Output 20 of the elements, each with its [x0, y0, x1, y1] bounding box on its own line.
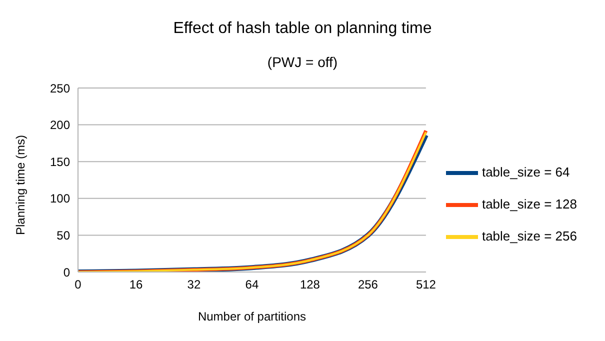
y-tick-label: 250: [50, 81, 70, 96]
x-tick-label: 256: [358, 278, 378, 292]
y-axis-title: Planning time (ms): [13, 134, 28, 235]
y-tick-label: 150: [50, 154, 70, 169]
x-tick-label: 0: [74, 278, 82, 292]
legend-label: table_size = 64: [482, 164, 570, 180]
x-tick-label: 64: [245, 278, 259, 292]
x-tick-label: 512: [416, 278, 436, 292]
legend-label: table_size = 256: [482, 228, 577, 244]
y-tick-label: 50: [56, 228, 70, 242]
x-tick-label: 16: [129, 278, 143, 292]
chart-title: Effect of hash table on planning time: [172, 20, 433, 38]
x-tick-label: 32: [187, 278, 201, 292]
y-tick-label: 100: [50, 192, 70, 206]
y-tick-label: 0: [63, 265, 70, 280]
chart-subtitle: (PWJ = off): [266, 54, 339, 70]
x-tick-label: 128: [300, 278, 320, 292]
x-axis-title: Number of partitions: [198, 310, 306, 324]
y-tick-label: 200: [50, 118, 70, 132]
legend-label: table_size = 128: [482, 196, 577, 212]
